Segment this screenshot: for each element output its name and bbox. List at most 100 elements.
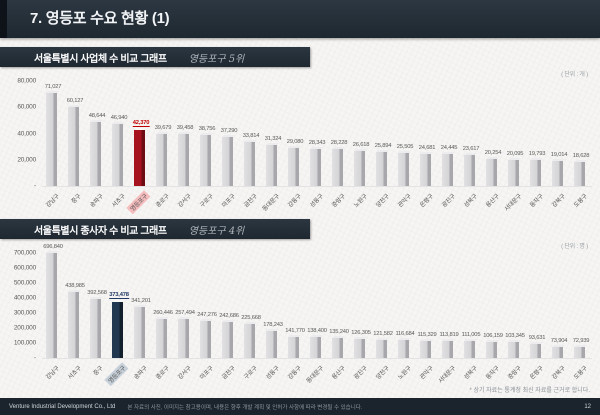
- titlebar-accent: [0, 0, 7, 38]
- bar-slot: 38,756 구로구: [196, 81, 218, 209]
- y-axis-tick: 20,000: [17, 156, 36, 164]
- bar-송파구: [134, 307, 145, 358]
- bar-양천구: [376, 340, 387, 358]
- worker-chart-title: 서울특별시 종사자 수 비교 그래프: [34, 225, 167, 237]
- bar-동대문구: [310, 337, 321, 358]
- bar-중랑구: [332, 149, 343, 186]
- bar-value-label: 19,014: [550, 152, 568, 158]
- y-axis-tick: 400,000: [13, 294, 36, 302]
- bar-value-label: 38,756: [198, 126, 216, 132]
- bar-관악구: [398, 153, 409, 186]
- bar-slot: 242,686 금천구: [218, 253, 240, 381]
- bar-slot: 111,005 성북구: [460, 253, 482, 381]
- bar-value-label: 106,159: [483, 333, 503, 339]
- bar-강남구: [46, 253, 57, 358]
- y-axis-tick: 40,000: [17, 130, 36, 137]
- y-axis-tick: -: [34, 354, 36, 362]
- business-chart-section: 서울특별시 사업체 수 비교 그래프 영등포구 5위 ( 단위 : 개 ) 80…: [0, 47, 600, 215]
- bar-value-label: 116,684: [395, 331, 415, 337]
- bar-도봉구: [574, 162, 585, 186]
- business-bar-chart: ( 단위 : 개 ) 80,000 60,000 40,000 20,000 - 71,…: [0, 72, 600, 215]
- x-axis-label: 종로구: [155, 365, 171, 382]
- x-axis-label: 노원구: [397, 365, 413, 382]
- bar-slot: 19,793 동작구: [526, 81, 548, 209]
- x-axis-label: 중구: [71, 193, 83, 206]
- business-y-axis: 80,000 60,000 40,000 20,000 -: [0, 77, 36, 190]
- bar-노원구: [398, 340, 409, 358]
- footer-company: Venture Industrial Development Co., Ltd: [9, 403, 116, 410]
- bar-금천구: [244, 142, 255, 186]
- worker-unit-label: ( 단위 : 명 ): [561, 244, 588, 250]
- bar-slot: 116,684 노원구: [394, 253, 416, 381]
- x-axis-label: 중랑구: [331, 193, 347, 210]
- bar-송파구: [90, 122, 101, 186]
- bar-value-label: 33,814: [242, 133, 260, 139]
- bar-slot: 28,228 중랑구: [328, 81, 350, 209]
- bar-강북구: [552, 161, 563, 186]
- x-axis-label: 동대문구: [261, 193, 281, 213]
- bar-slot: 126,305 광진구: [350, 253, 372, 381]
- x-axis-label: 성북구: [463, 193, 479, 210]
- y-axis-tick: 300,000: [13, 309, 36, 317]
- x-axis-label: 종로구: [155, 193, 171, 210]
- x-axis-label: 강남구: [45, 365, 61, 382]
- bar-마포구: [200, 321, 211, 358]
- bar-value-label: 18,628: [572, 153, 590, 159]
- bar-영등포구: [134, 130, 145, 186]
- bar-slot: 113,819 서대문구: [438, 253, 460, 385]
- bar-강동구: [288, 148, 299, 186]
- bar-value-label: 28,228: [330, 140, 348, 146]
- bar-slot: 141,770 강동구: [284, 253, 306, 381]
- bar-종로구: [156, 134, 167, 186]
- y-axis-tick: 600,000: [13, 264, 36, 272]
- bar-slot: 93,631 은평구: [526, 253, 548, 381]
- bar-slot: 103,345 중랑구: [504, 253, 526, 381]
- page-number: 12: [584, 403, 591, 410]
- y-axis-tick: 60,000: [17, 103, 36, 111]
- bar-관악구: [420, 341, 431, 358]
- bar-성동구: [266, 331, 277, 358]
- bar-slot: 24,681 은평구: [416, 81, 438, 209]
- bar-slot: 25,505 관악구: [394, 81, 416, 209]
- x-axis-label: 성동구: [265, 365, 281, 382]
- bar-value-label: 178,243: [263, 322, 283, 328]
- bar-slot: 135,240 용산구: [328, 253, 350, 381]
- bar-value-label: 115,329: [417, 332, 437, 338]
- bar-value-label: 121,582: [373, 331, 393, 337]
- bar-구로구: [244, 324, 255, 358]
- bar-slot: 48,644 송파구: [86, 81, 108, 209]
- footer-disclaimer: 본 자료의 사진, 이미지는 참고용이며, 내용은 향후 개발 계획 및 인허가…: [127, 404, 363, 411]
- business-chart-header: 서울특별시 사업체 수 비교 그래프 영등포구 5위: [0, 47, 310, 67]
- bar-slot: 225,668 구로구: [240, 253, 262, 381]
- x-axis-label: 강북구: [551, 193, 567, 210]
- x-axis-label: 도봉구: [573, 193, 589, 210]
- bar-slot: 46,940 서초구: [108, 81, 130, 209]
- bar-서대문구: [442, 341, 453, 358]
- bar-slot: 19,014 강북구: [548, 81, 570, 209]
- worker-bar-chart: ( 단위 : 명 ) 700,000 600,000 500,000 400,000 3…: [0, 244, 600, 387]
- bar-value-label: 20,254: [484, 150, 502, 156]
- bar-광진구: [442, 154, 453, 186]
- bar-강서구: [178, 319, 189, 358]
- bar-value-label: 24,681: [418, 145, 436, 151]
- bar-동작구: [486, 342, 497, 358]
- x-axis-label: 강동구: [287, 193, 303, 210]
- bar-value-label: 60,127: [66, 98, 84, 104]
- x-axis-label: 마포구: [221, 193, 237, 210]
- bar-value-label: 20,095: [506, 151, 524, 157]
- bar-value-label: 103,345: [505, 333, 525, 339]
- bar-slot: 106,159 동작구: [482, 253, 504, 381]
- bar-slot: 39,458 강서구: [174, 81, 196, 209]
- x-axis-label: 구로구: [199, 193, 215, 210]
- bar-용산구: [332, 338, 343, 358]
- bar-value-label: 341,201: [131, 298, 151, 304]
- bar-성북구: [464, 341, 475, 358]
- bar-slot: 24,445 광진구: [438, 81, 460, 209]
- bar-광진구: [354, 339, 365, 358]
- y-axis-tick: 80,000: [17, 77, 36, 85]
- data-source-footnote: * 상기 자료는 통계청 최신 자료를 근거로 합니다.: [469, 388, 590, 394]
- business-chart-rank-label: 영등포구 5위: [188, 53, 245, 65]
- bar-slot: 260,446 종로구: [152, 253, 174, 381]
- bar-slot: 39,679 종로구: [152, 81, 174, 209]
- bar-value-label: 46,940: [110, 115, 128, 121]
